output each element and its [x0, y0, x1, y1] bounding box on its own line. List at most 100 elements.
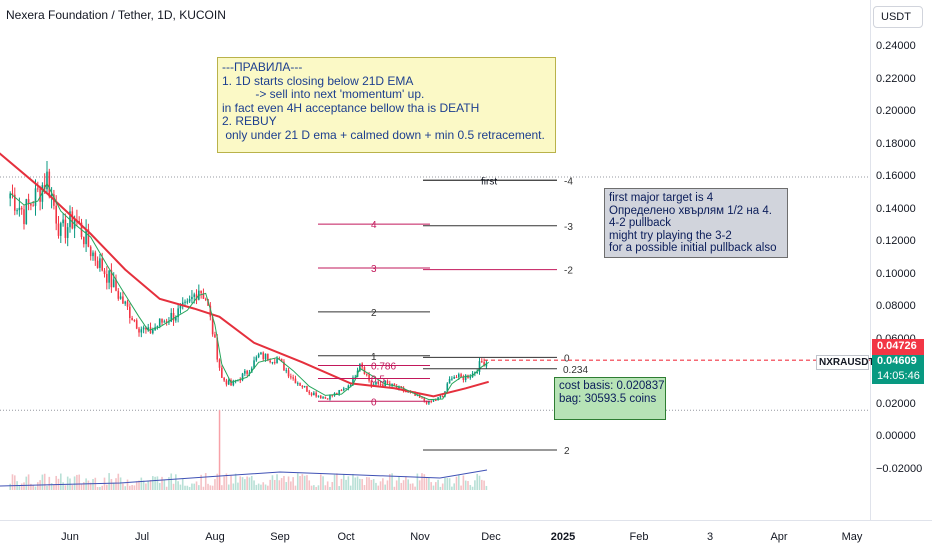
candle-body: [156, 326, 159, 328]
candle-body: [478, 361, 481, 372]
price-tick: 0.08000: [876, 300, 916, 312]
candle-body: [115, 279, 117, 291]
volume-bar: [464, 480, 467, 490]
volume-bar: [99, 486, 101, 490]
volume-bar: [142, 480, 145, 490]
volume-bar: [405, 476, 407, 490]
volume-bar: [122, 483, 124, 490]
candle-body: [145, 327, 147, 330]
volume-bar: [23, 482, 25, 490]
volume-bar: [395, 480, 398, 490]
volume-bar: [186, 485, 189, 490]
volume-bar: [391, 473, 393, 490]
candle-body: [239, 379, 242, 381]
volume-bar: [156, 476, 159, 490]
volume-bar: [285, 482, 288, 490]
volume-bar: [152, 476, 154, 490]
price-tick: 0.22000: [876, 72, 916, 85]
candle-body: [359, 363, 361, 371]
volume-bar: [73, 476, 76, 490]
candle-body: [39, 188, 41, 202]
volume-bar: [32, 485, 34, 490]
volume-bar: [214, 479, 216, 490]
volume-bar: [227, 484, 230, 490]
volume-bar: [41, 474, 44, 490]
volume-bar: [129, 485, 131, 490]
volume-bar: [30, 483, 32, 490]
candle-body: [322, 397, 324, 399]
volume-bar: [147, 480, 150, 490]
candle-body: [244, 370, 246, 374]
position-note[interactable]: cost basis: 0.020837 bag: 30593.5 coins: [554, 377, 666, 420]
volume-bar: [154, 476, 156, 490]
volume-bar: [36, 482, 39, 490]
candle-body: [299, 383, 301, 386]
candle-body: [271, 362, 274, 364]
price-tick: 0.00000: [876, 430, 916, 442]
volume-bar: [375, 482, 377, 490]
volume-bar: [474, 480, 476, 490]
price-axis[interactable]: [870, 0, 932, 520]
volume-bar: [112, 482, 115, 490]
volume-bar: [273, 479, 276, 490]
candle-body: [303, 386, 306, 388]
volume-bar: [124, 486, 127, 490]
candle-body: [336, 393, 338, 395]
candle-body: [18, 207, 21, 211]
volume-bar: [43, 473, 46, 490]
volume-bar: [317, 485, 320, 490]
candle-body: [108, 270, 110, 283]
volume-bar: [250, 475, 253, 490]
candle-body: [386, 380, 389, 384]
candle-body: [34, 188, 37, 206]
volume-bar: [50, 483, 53, 490]
volume-bar: [382, 478, 384, 490]
symbol-label: NXRAUSDT: [816, 355, 875, 370]
volume-bar: [432, 485, 435, 490]
volume-bar: [299, 475, 301, 490]
volume-bar: [135, 481, 138, 490]
volume-bar: [89, 482, 92, 490]
volume-bar: [310, 485, 313, 490]
candle-body: [170, 312, 173, 322]
last-price-tag: 0.04726: [872, 339, 924, 355]
time-tick: Dec: [481, 531, 501, 543]
volume-bar: [191, 483, 193, 490]
candle-body: [382, 384, 384, 387]
volume-bar: [260, 484, 262, 490]
candle-body: [285, 370, 288, 372]
rules-note[interactable]: ---ПРАВИЛА--- 1. 1D starts closing below…: [217, 57, 556, 153]
candle-body: [101, 258, 104, 271]
volume-bar: [78, 474, 81, 490]
candle-body: [457, 374, 460, 378]
candle-body: [455, 377, 458, 379]
volume-bar: [460, 485, 462, 490]
candle-body: [430, 400, 432, 402]
volume-bar: [336, 473, 338, 490]
volume-bar: [402, 480, 405, 490]
candle-body: [257, 354, 260, 358]
volume-bar: [462, 475, 465, 490]
candle-body: [425, 400, 428, 404]
currency-unit-button[interactable]: USDT: [873, 6, 923, 28]
volume-bar: [388, 473, 391, 490]
candle-body: [149, 327, 152, 334]
price-tick: 0.12000: [876, 235, 916, 247]
candle-body: [89, 246, 92, 257]
volume-bar: [253, 480, 255, 490]
chart-plot-area[interactable]: 0 0.5 0.786 1 2 3 4 0 0.234 2 -2 -3 -4 first: [0, 0, 870, 520]
volume-bar: [244, 479, 246, 490]
candle-body: [375, 381, 377, 385]
candle-body: [246, 370, 248, 374]
time-axis[interactable]: [0, 520, 932, 550]
volume-bar: [241, 477, 244, 490]
candle-body: [223, 377, 225, 381]
price-tick: 0.16000: [876, 170, 916, 182]
volume-bar: [71, 485, 74, 490]
candle-body: [365, 374, 368, 376]
candle-body: [262, 352, 265, 360]
volume-bar: [53, 484, 55, 490]
candle-body: [30, 203, 32, 206]
targets-note[interactable]: first major target is 4 Определено хвърл…: [604, 188, 788, 258]
